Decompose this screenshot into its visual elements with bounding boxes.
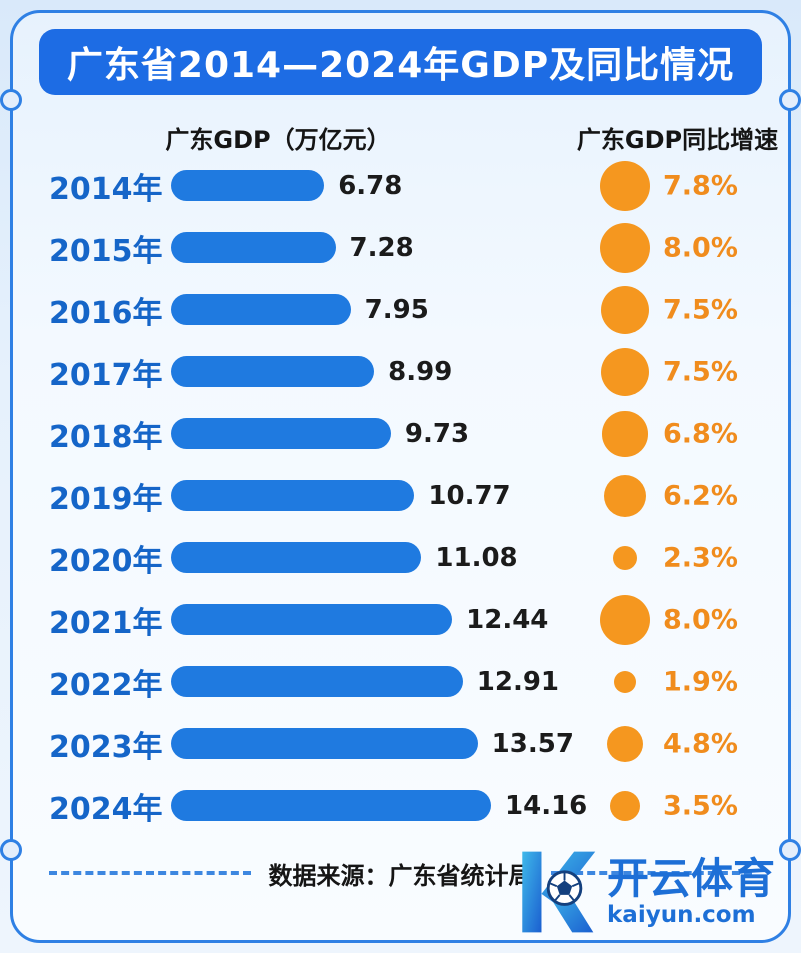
chart-row: 2014年 6.78 7.8%	[13, 155, 788, 217]
gdp-value-label: 7.28	[349, 233, 414, 263]
title-banner: 广东省2014—2024年GDP及同比情况	[39, 29, 762, 95]
year-label: 2021年	[49, 606, 163, 641]
page-title: 广东省2014—2024年GDP及同比情况	[66, 45, 735, 86]
gdp-value-label: 6.78	[338, 171, 403, 201]
gdp-bar	[171, 728, 478, 759]
gdp-bar	[171, 232, 336, 263]
growth-dot	[599, 222, 651, 274]
year-label: 2018年	[49, 420, 163, 455]
growth-value-label: 4.8%	[663, 728, 738, 760]
footer-dash-right	[550, 871, 752, 875]
gdp-value-label: 12.91	[476, 667, 560, 697]
ticket-notch-top-right	[779, 89, 801, 111]
growth-dot	[600, 161, 650, 211]
year-label: 2024年	[49, 792, 163, 827]
growth-dot	[613, 670, 637, 694]
year-label: 2015年	[49, 234, 163, 269]
gdp-bar	[171, 666, 463, 697]
growth-dot	[602, 411, 648, 457]
growth-dot	[603, 474, 647, 518]
growth-value-label: 8.0%	[663, 232, 738, 264]
year-label: 2017年	[49, 358, 163, 393]
chart-row: 2021年 12.44 8.0%	[13, 589, 788, 651]
chart-row: 2015年 7.28 8.0%	[13, 217, 788, 279]
gdp-value-label: 13.57	[491, 729, 574, 759]
chart-row: 2022年 12.91 1.9%	[13, 651, 788, 713]
watermark-brand: 开云体育	[607, 853, 776, 903]
chart-row: 2020年 11.08 2.3%	[13, 527, 788, 589]
gdp-bar	[171, 604, 453, 635]
growth-value-label: 2.3%	[663, 542, 738, 574]
chart-rows: 2014年 6.78 7.8% 2015年 7.28 8.0% 2016年 7.95 7.5% 2…	[13, 155, 788, 839]
infographic-card: 广东省2014—2024年GDP及同比情况 广东GDP（万亿元） 广东GDP同比…	[10, 10, 791, 943]
ticket-notch-top-left	[0, 89, 22, 111]
watermark-domain: kaiyun.com	[607, 901, 756, 928]
gdp-value-label: 14.16	[505, 791, 588, 821]
gdp-value-label: 7.95	[364, 295, 429, 325]
watermark-k-logo	[522, 851, 596, 933]
growth-dot	[600, 347, 650, 397]
growth-dot	[612, 545, 638, 571]
growth-value-label: 6.8%	[663, 418, 738, 450]
gdp-value-label: 10.77	[428, 481, 511, 511]
watermark-text: 开云体育 kaiyun.com	[607, 853, 776, 928]
chart-row: 2023年 13.57 4.8%	[13, 713, 788, 775]
watermark: 开云体育 kaiyun.com	[505, 833, 795, 951]
gdp-column-header: 广东GDP（万亿元）	[165, 125, 391, 154]
chart-row: 2019年 10.77 6.2%	[13, 465, 788, 527]
growth-dot	[609, 790, 641, 822]
gdp-value-label: 9.73	[404, 419, 470, 449]
data-source-label: 数据来源：广东省统计局	[268, 861, 533, 890]
growth-value-label: 7.8%	[663, 170, 738, 202]
gdp-bar	[171, 170, 325, 201]
growth-value-label: 6.2%	[663, 480, 738, 512]
growth-dot	[599, 594, 651, 646]
ticket-notch-bottom-right	[779, 839, 801, 861]
growth-dot	[600, 285, 650, 335]
year-label: 2016年	[49, 296, 163, 331]
chart-row: 2024年 14.16 3.5%	[13, 775, 788, 837]
footer-dash-left	[49, 871, 251, 875]
growth-value-label: 3.5%	[663, 790, 738, 822]
gdp-bar	[171, 418, 391, 449]
year-label: 2019年	[49, 482, 163, 517]
chart-row: 2017年 8.99 7.5%	[13, 341, 788, 403]
soccer-ball-icon	[546, 870, 583, 906]
year-label: 2023年	[49, 730, 163, 765]
gdp-bar	[171, 294, 351, 325]
gdp-value-label: 11.08	[435, 543, 518, 573]
year-label: 2020年	[49, 544, 163, 579]
chart-row: 2018年 9.73 6.8%	[13, 403, 788, 465]
year-label: 2014年	[49, 172, 163, 207]
footer: 数据来源：广东省统计局	[49, 855, 752, 891]
growth-dot	[606, 725, 644, 763]
gdp-bar	[171, 542, 422, 573]
growth-value-label: 1.9%	[663, 666, 738, 698]
growth-value-label: 8.0%	[663, 604, 738, 636]
growth-value-label: 7.5%	[663, 294, 738, 326]
gdp-bar	[171, 790, 492, 821]
year-label: 2022年	[49, 668, 163, 703]
gdp-bar	[171, 480, 415, 511]
gdp-value-label: 12.44	[466, 605, 549, 635]
growth-value-label: 7.5%	[663, 356, 738, 388]
ticket-notch-bottom-left	[0, 839, 22, 861]
growth-column-header: 广东GDP同比增速	[576, 125, 779, 154]
gdp-bar	[171, 356, 375, 387]
gdp-value-label: 8.99	[388, 357, 453, 387]
chart-row: 2016年 7.95 7.5%	[13, 279, 788, 341]
